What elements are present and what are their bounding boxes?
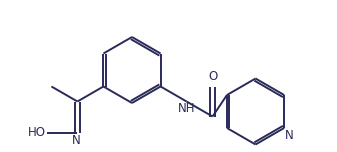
Text: O: O bbox=[208, 71, 217, 83]
Text: NH: NH bbox=[178, 102, 195, 116]
Text: HO: HO bbox=[27, 126, 45, 138]
Text: N: N bbox=[285, 129, 294, 142]
Text: N: N bbox=[72, 134, 81, 147]
